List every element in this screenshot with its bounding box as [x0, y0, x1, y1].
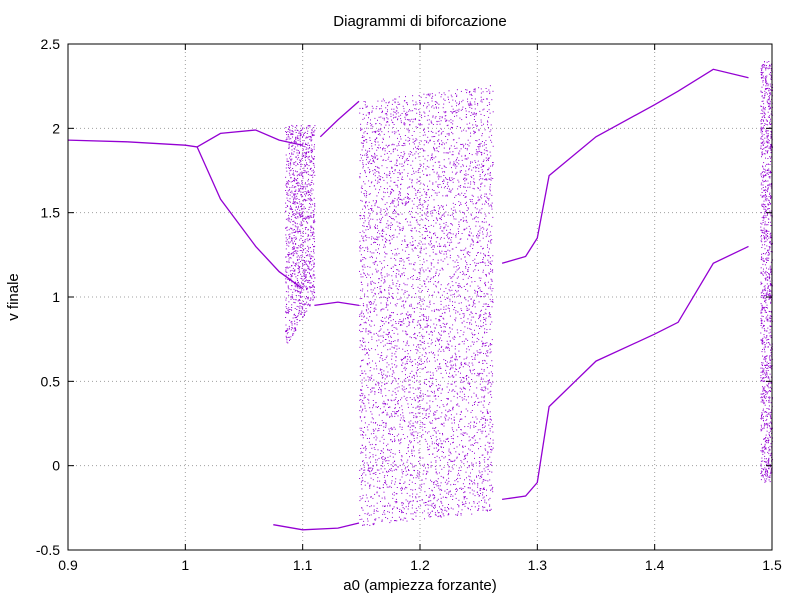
series-band-7: [359, 85, 494, 526]
x-tick-label: 0.9: [58, 557, 78, 573]
x-tick-label: 1.4: [645, 557, 665, 573]
series-branch-6: [502, 245, 749, 501]
y-tick-label: 2: [52, 120, 60, 136]
y-axis-label: v finale: [5, 273, 22, 321]
x-axis-label: a0 (ampiezza forzante): [343, 577, 496, 594]
y-tick-label: 0: [52, 458, 60, 474]
x-tick-label: 1.3: [528, 557, 548, 573]
series-branch-3: [273, 522, 360, 531]
x-tick-label: 1.5: [762, 557, 782, 573]
series-branch-5: [501, 68, 749, 264]
axis-ticks: [67, 43, 773, 551]
y-tick-label: 1.5: [41, 205, 61, 221]
x-tick-labels: 0.9 1 1.1 1.2 1.3 1.4 1.5: [58, 557, 782, 573]
y-tick-label: 1: [52, 289, 60, 305]
series-band-8: [285, 124, 316, 344]
series-band-9: [760, 61, 773, 483]
grid-lines: [68, 44, 772, 550]
y-tick-label: 2.5: [41, 36, 61, 52]
data-points: [67, 61, 773, 531]
y-tick-labels: -0.5 0 0.5 1 1.5 2 2.5: [36, 36, 60, 558]
x-tick-label: 1: [181, 557, 189, 573]
series-branch-4: [319, 100, 360, 138]
y-tick-label: 0.5: [41, 373, 61, 389]
x-tick-label: 1.1: [293, 557, 313, 573]
y-tick-label: -0.5: [36, 542, 60, 558]
x-tick-label: 1.2: [410, 557, 430, 573]
series-branch-0: [67, 129, 303, 148]
chart-title: Diagrammi di biforcazione: [333, 13, 506, 30]
series-branch-2: [314, 301, 360, 307]
